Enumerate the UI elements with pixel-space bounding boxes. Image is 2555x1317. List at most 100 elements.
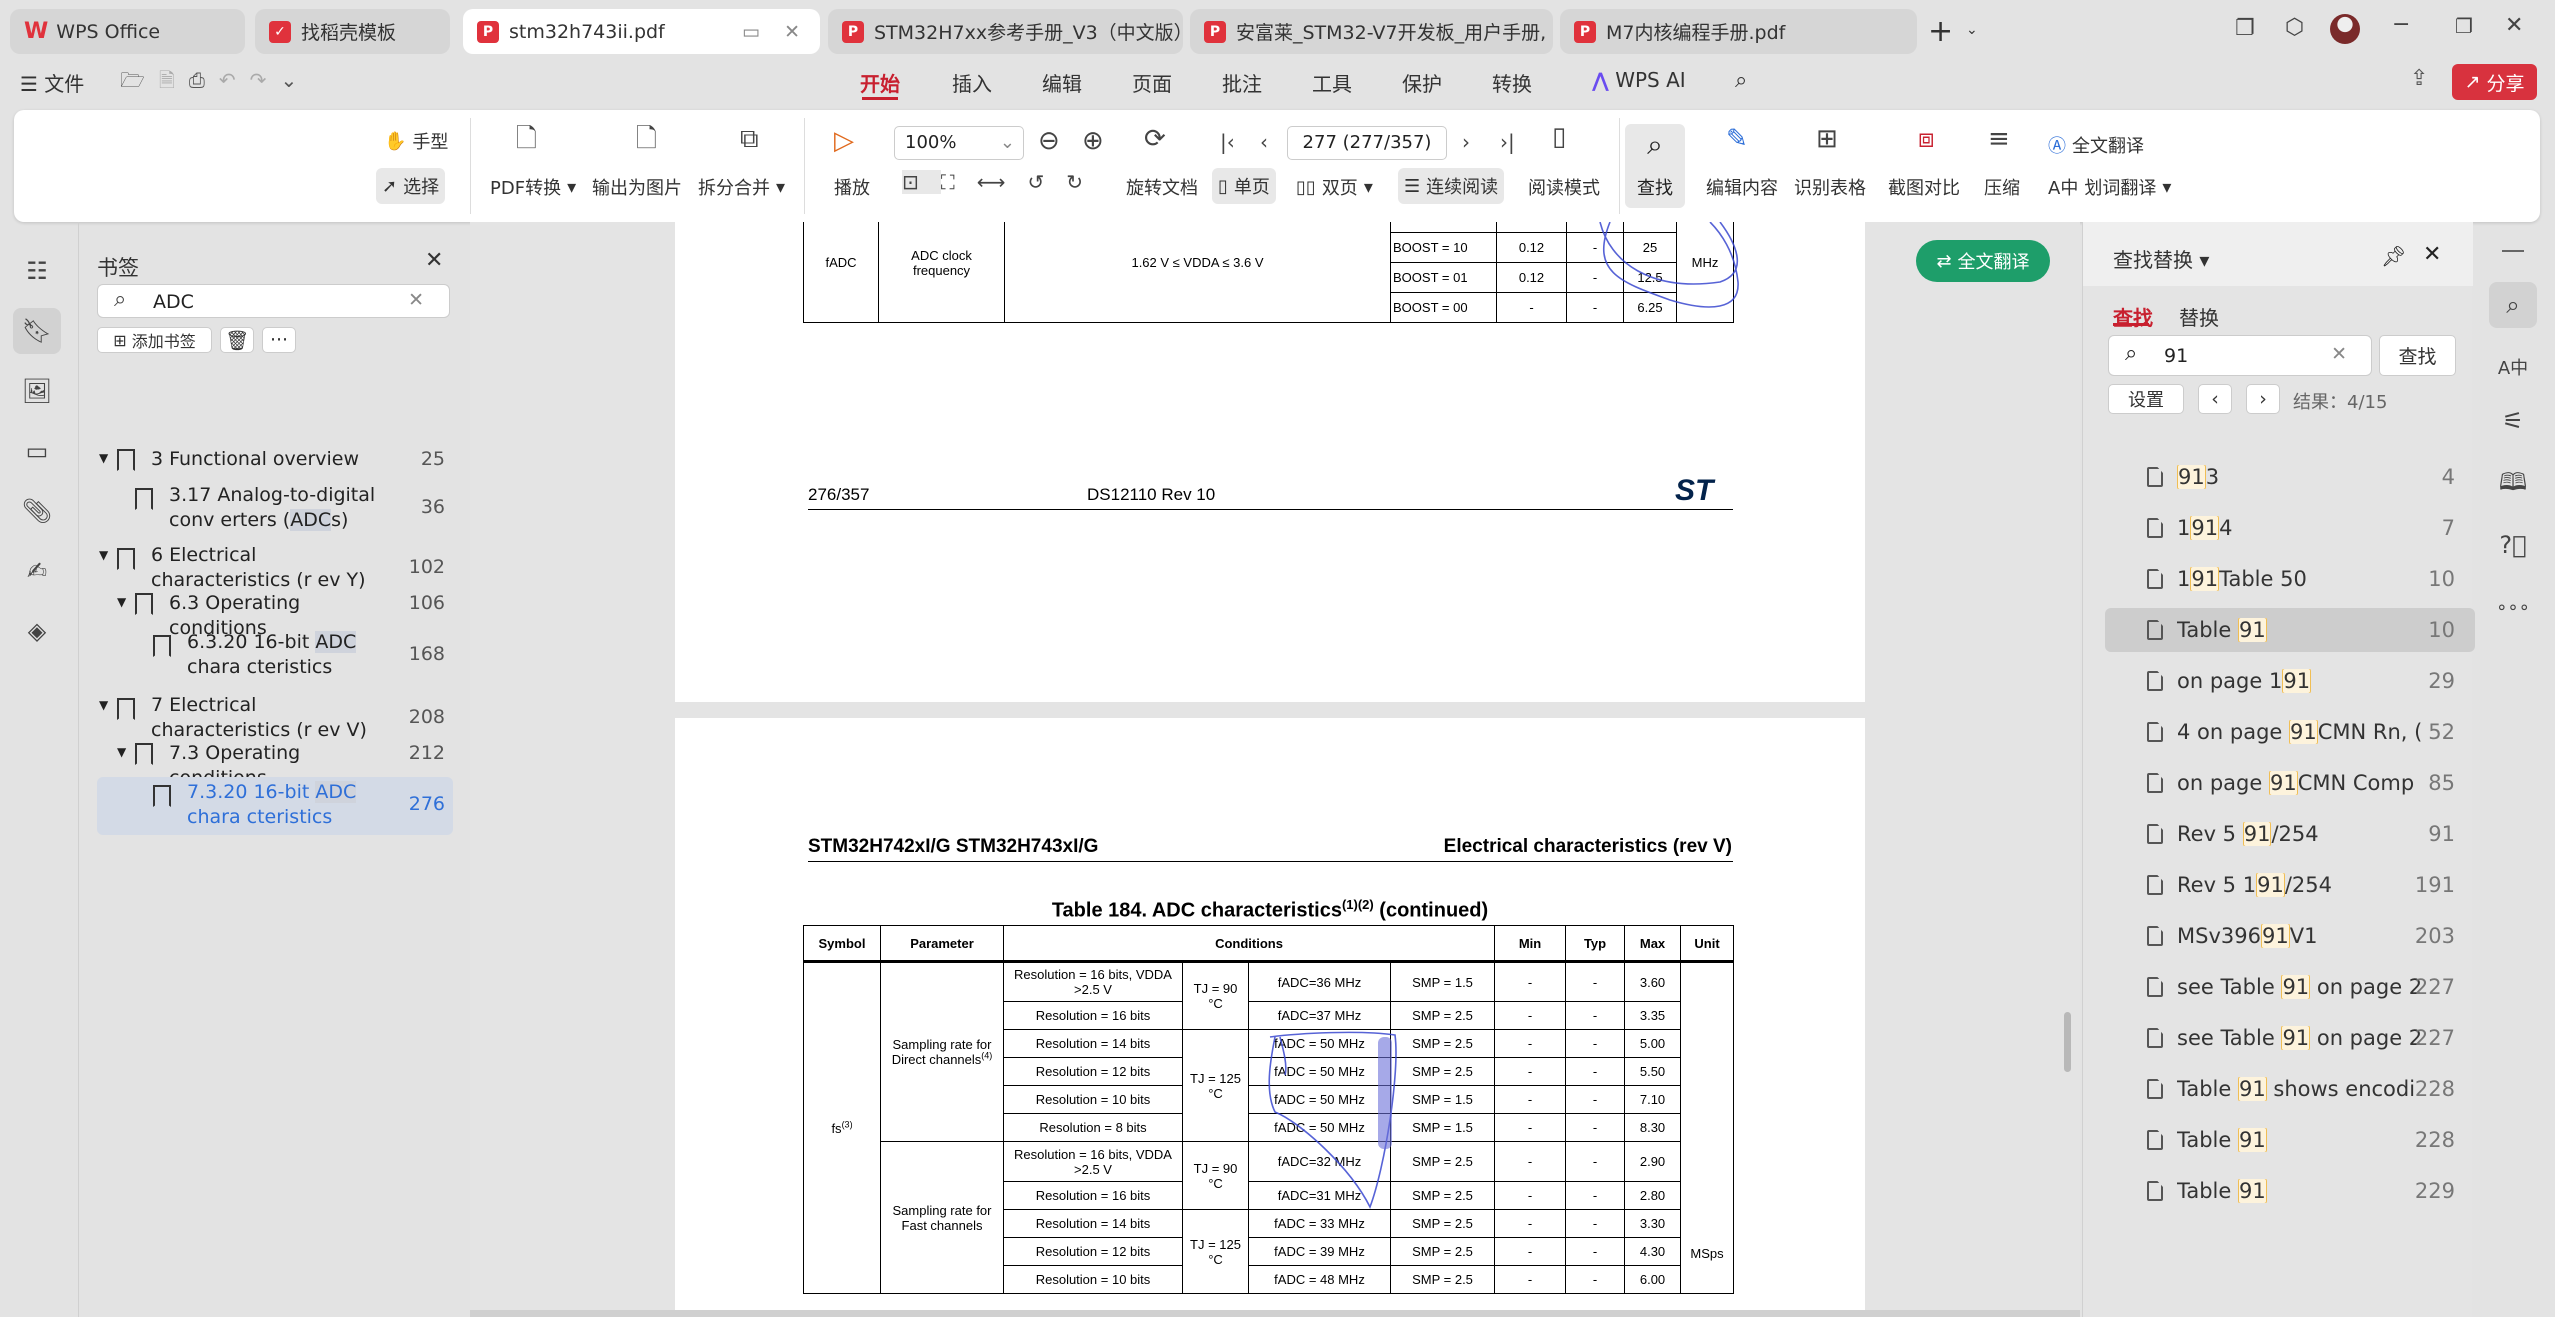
full-translate-button[interactable]: ⇄ 全文翻译	[1916, 240, 2050, 282]
compress-button[interactable]: 压缩	[1984, 174, 2020, 200]
more-options-button[interactable]: ···	[262, 327, 296, 353]
open-icon[interactable]: 🗁	[120, 68, 159, 92]
next-page-icon[interactable]: ›	[1462, 130, 1470, 154]
find-result-item[interactable]: Table 91 229	[2105, 1169, 2475, 1213]
more-chevron-icon[interactable]: ⌄	[280, 68, 312, 92]
tab-replace[interactable]: 替换	[2179, 306, 2219, 330]
new-tab-plus-icon[interactable]: +	[1928, 14, 1954, 49]
menu-insert[interactable]: 插入	[952, 72, 992, 96]
bookmark-item[interactable]: ▼7.3 Operating conditions212	[97, 739, 453, 789]
settings-button[interactable]: 设置	[2108, 384, 2184, 414]
search-icon[interactable]: ⌕	[1735, 68, 1748, 93]
zoom-select[interactable]: 100% ⌄	[894, 126, 1024, 160]
delete-bookmark-button[interactable]: 🗑︎	[220, 327, 254, 353]
close-panel-icon[interactable]: ✕	[425, 248, 444, 273]
file-menu[interactable]: ☰ 文件	[20, 72, 85, 96]
user-avatar[interactable]	[2330, 14, 2360, 44]
find-result-item[interactable]: MSv39691V1 203	[2105, 914, 2475, 958]
bookmark-search-input[interactable]: ⌕ ADC ✕	[97, 284, 450, 318]
word-translate-button[interactable]: A中 划词翻译 ▾	[2048, 174, 2171, 200]
actual-size-icon[interactable]: ⊡	[902, 170, 941, 194]
more-icon[interactable]: ∘∘∘	[2496, 596, 2530, 618]
monitor-icon[interactable]: ▭	[742, 20, 760, 43]
attachment-icon[interactable]: 📎︎	[21, 497, 53, 525]
add-bookmark-button[interactable]: ⊞ 添加书签	[97, 327, 212, 353]
cube-icon[interactable]: ⬡	[2285, 15, 2305, 40]
prev-result-button[interactable]: ‹	[2198, 384, 2232, 414]
find-result-item[interactable]: 4 on page 91CMN Rn, (52	[2105, 710, 2475, 754]
expand-caret-icon[interactable]: ▼	[99, 548, 109, 562]
thumbnail-icon[interactable]: 🖼︎	[21, 377, 53, 405]
play-button[interactable]: 播放	[834, 174, 870, 200]
clear-input-icon[interactable]: ✕	[2331, 343, 2347, 365]
single-page-button[interactable]: ▯ 单页	[1212, 168, 1276, 204]
close-panel-icon[interactable]: ✕	[2423, 242, 2442, 267]
bookmark-item[interactable]: ▼ 6.3 Operating conditions 106	[97, 589, 453, 639]
menu-comment[interactable]: 批注	[1222, 72, 1262, 96]
screenshot-compare-button[interactable]: 截图对比	[1888, 174, 1960, 200]
adjust-icon[interactable]: ⚟	[2502, 407, 2524, 435]
tab-stm32h7xx-manual[interactable]: P STM32H7xx参考手册_V3（中文版）.	[828, 9, 1183, 54]
find-result-item[interactable]: Rev 5 191/254 191	[2105, 863, 2475, 907]
double-page-button[interactable]: ▯▯ 双页 ▾	[1296, 174, 1373, 200]
find-result-item[interactable]: Table 91 shows encodi 228	[2105, 1067, 2475, 1111]
close-tab-icon[interactable]: ✕	[784, 20, 800, 43]
continuous-read-button[interactable]: ☰ 连续阅读	[1398, 168, 1505, 204]
bookmark-item[interactable]: 7.3.20 16-bit ADC chara cteristics 276	[97, 777, 453, 835]
rotate-right-icon[interactable]: ↻	[1066, 170, 1105, 194]
find-result-item[interactable]: Table 91 228	[2105, 1118, 2475, 1162]
hand-tool-button[interactable]: ✋ 手型	[384, 128, 448, 154]
expand-caret-icon[interactable]: ▼	[99, 451, 109, 465]
expand-caret-icon[interactable]: ▼	[117, 745, 127, 759]
pin-icon[interactable]: 📌︎	[2381, 244, 2407, 268]
restore-icon[interactable]: ❐	[2455, 14, 2473, 38]
find-result-item[interactable]: Table 91 10	[2105, 608, 2475, 652]
menu-protect[interactable]: 保护	[1402, 72, 1442, 96]
help-icon[interactable]: ?⃝	[2499, 531, 2527, 559]
prev-page-icon[interactable]: ‹	[1260, 130, 1268, 154]
select-tool-button[interactable]: ➚ 选择	[376, 168, 446, 204]
bookmark-item[interactable]: 3.17 Analog-to-digital conv erters (ADCs…	[97, 480, 453, 538]
collapse-icon[interactable]	[2502, 250, 2524, 252]
menu-tools[interactable]: 工具	[1312, 72, 1352, 96]
find-rail-icon[interactable]: ⌕	[2489, 282, 2537, 328]
zoom-in-icon[interactable]: ⊕	[1082, 126, 1104, 156]
document-viewport[interactable]: fADC ADC clock frequency 1.62 V ≤ VDDA ≤ 3…	[470, 222, 2080, 1317]
clear-search-icon[interactable]: ✕	[408, 289, 424, 311]
menu-convert[interactable]: 转换	[1492, 72, 1532, 96]
wps-ai-menu[interactable]: ⋀ WPS AI	[1592, 68, 1686, 92]
find-button[interactable]: ⌕ 查找	[1625, 124, 1685, 208]
tab-template[interactable]: ✓ 找稻壳模板	[255, 9, 450, 54]
comment-icon[interactable]: ▭	[25, 437, 49, 465]
first-page-icon[interactable]: |‹	[1220, 130, 1235, 154]
window-layout-icon[interactable]: ❐	[2235, 16, 2255, 41]
vertical-scrollbar[interactable]	[2064, 1012, 2071, 1072]
layers-icon[interactable]: ◈	[27, 617, 47, 645]
panel-title-dropdown[interactable]: 查找替换 ▾	[2113, 248, 2210, 272]
last-page-icon[interactable]: ›|	[1500, 130, 1515, 154]
bookmark-item[interactable]: ▼ 3 Functional overview 25	[97, 445, 453, 475]
find-result-item[interactable]: 191Table 50 10	[2105, 557, 2475, 601]
full-translate-ribbon-button[interactable]: Ⓐ 全文翻译	[2048, 132, 2144, 158]
menu-start[interactable]: 开始	[860, 72, 900, 96]
horizontal-scrollbar[interactable]	[470, 1310, 2080, 1317]
minimize-icon[interactable]: −	[2392, 12, 2411, 37]
rotate-document-button[interactable]: 旋转文档	[1126, 174, 1198, 200]
close-window-icon[interactable]: ✕	[2505, 13, 2524, 38]
bookmark-item[interactable]: 6.3.20 16-bit ADC chara cteristics 168	[97, 627, 453, 685]
split-merge-button[interactable]: 拆分合并 ▾	[698, 174, 785, 200]
edit-content-button[interactable]: 编辑内容	[1706, 174, 1778, 200]
fit-width-icon[interactable]: ⟷	[976, 170, 1028, 194]
bookmark-icon[interactable]: 🔖︎	[13, 308, 61, 354]
outline-icon[interactable]: ☷	[26, 257, 48, 285]
expand-caret-icon[interactable]: ▼	[99, 698, 109, 712]
expand-caret-icon[interactable]: ▼	[117, 595, 127, 609]
fit-page-icon[interactable]: ⛶	[940, 170, 977, 194]
tab-list-chevron-icon[interactable]: ⌄	[1966, 22, 1978, 38]
tab-wps-office[interactable]: W WPS Office	[10, 9, 245, 54]
translate-rail-icon[interactable]: A中	[2497, 358, 2529, 379]
rotate-left-icon[interactable]: ↺	[1027, 170, 1067, 194]
quick-access-toolbar[interactable]: 🗁🗎⎙↶↷⌄	[120, 66, 311, 100]
recognize-table-button[interactable]: 识别表格	[1794, 174, 1866, 200]
zoom-out-icon[interactable]: ⊖	[1038, 126, 1060, 156]
